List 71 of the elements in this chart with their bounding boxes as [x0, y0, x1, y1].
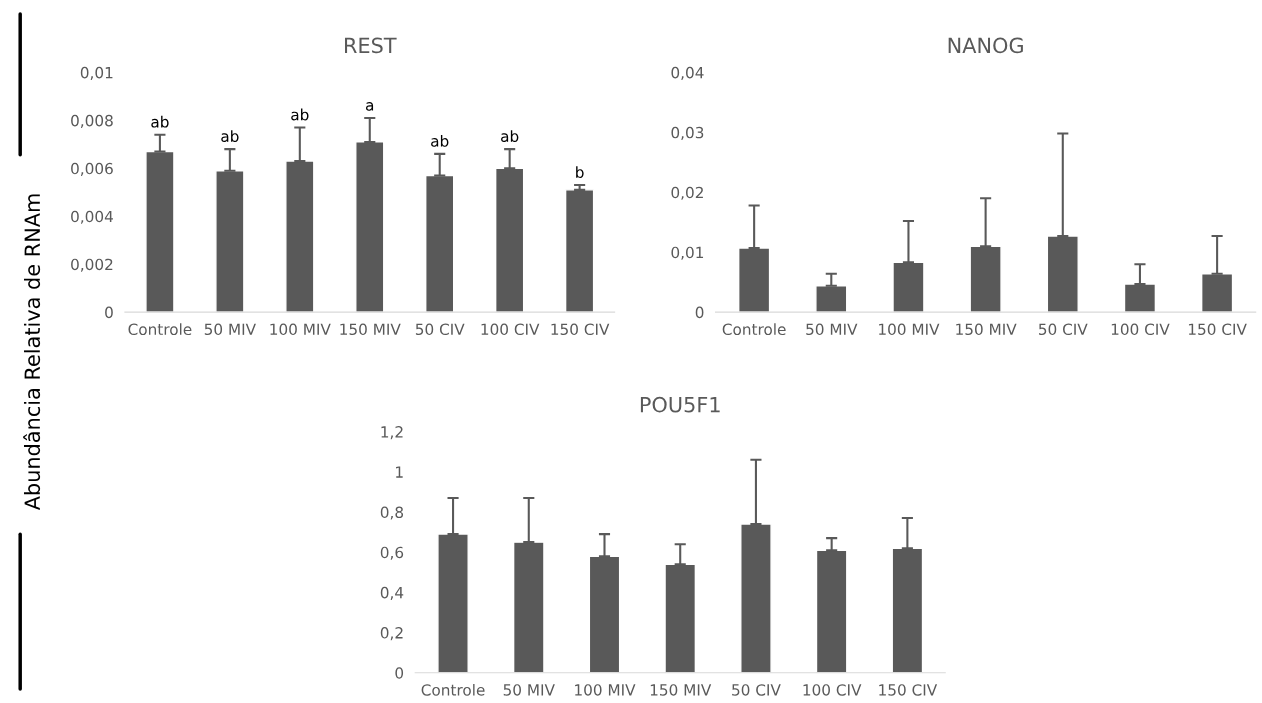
x-tick-label: 100 MIV — [270, 323, 331, 336]
x-tick-label: 150 CIV — [879, 684, 938, 696]
x-tick-label: 150 MIV — [956, 323, 1017, 336]
bar — [215, 170, 245, 313]
bar — [1046, 235, 1079, 313]
y-tick-label: 0,2 — [380, 627, 403, 641]
bar — [512, 541, 545, 673]
chart-title: POU5F1 — [640, 396, 720, 413]
annotation: ab — [151, 115, 169, 128]
annotation: ab — [431, 134, 449, 147]
x-tick-label: 50 MIV — [806, 323, 858, 336]
bar — [815, 549, 848, 673]
y-tick-label: 0 — [695, 306, 704, 319]
bar — [738, 247, 771, 313]
y-tick-label: 0,006 — [71, 162, 113, 176]
bar — [437, 533, 469, 673]
annotation: ab — [501, 130, 519, 142]
bar — [1123, 283, 1157, 313]
x-tick-label: Controle — [722, 323, 786, 336]
y-tick-label: 0,8 — [380, 506, 404, 520]
y-tick-label: 0,04 — [671, 66, 704, 80]
x-tick-label: 50 CIV — [415, 323, 465, 336]
bar — [564, 189, 595, 313]
bar — [425, 174, 455, 313]
bar — [664, 563, 697, 673]
x-tick-label: 100 CIV — [481, 323, 540, 336]
annotation: a — [366, 102, 374, 111]
x-tick-label: Controle — [421, 683, 485, 696]
y-tick-label: 1,2 — [381, 426, 403, 440]
bar — [285, 160, 315, 313]
y-tick-label: 0,4 — [380, 586, 404, 600]
bar — [740, 523, 772, 673]
bar — [891, 547, 924, 673]
annotation: ab — [221, 130, 239, 142]
bar — [355, 141, 385, 313]
y-tick-label: 0,004 — [71, 210, 113, 224]
x-tick-label: 50 CIV — [1039, 323, 1088, 336]
bar — [815, 285, 848, 313]
x-tick-label: 50 CIV — [732, 684, 781, 696]
x-tick-label: 50 MIV — [204, 323, 256, 336]
x-tick-label: 150 CIV — [1188, 323, 1247, 336]
y-tick-label: 0,01 — [671, 246, 704, 260]
y-tick-label: 0,01 — [80, 66, 113, 80]
x-tick-label: 150 CIV — [551, 323, 610, 336]
bar — [1200, 273, 1234, 313]
y-tick-label: 1 — [396, 466, 403, 478]
bar — [145, 150, 175, 313]
x-tick-label: 150 MIV — [650, 684, 712, 696]
annotation: ab — [291, 108, 309, 121]
bar — [494, 167, 525, 313]
annotation: b — [576, 166, 584, 178]
y-tick-label: 0 — [395, 667, 404, 679]
x-tick-label: 150 MIV — [340, 323, 401, 336]
y-tick-label: 0,002 — [71, 258, 113, 272]
x-tick-label: 50 MIV — [503, 684, 555, 696]
y-tick-label: 0,008 — [71, 114, 113, 128]
x-tick-label: 100 MIV — [879, 323, 940, 336]
x-tick-label: 100 MIV — [575, 684, 636, 696]
x-tick-label: Controle — [128, 323, 192, 336]
y-axis-title: Abundância Relativa de RNAm — [23, 194, 41, 511]
y-tick-label: 0,6 — [380, 546, 404, 560]
y-tick-label: 0,02 — [671, 186, 703, 200]
bar — [969, 245, 1002, 313]
x-tick-label: 100 CIV — [803, 684, 862, 696]
chart-title: REST — [345, 37, 397, 54]
x-tick-label: 100 CIV — [1111, 323, 1170, 336]
y-tick-label: 0 — [105, 306, 113, 319]
y-tick-label: 0,03 — [671, 126, 704, 140]
bar — [892, 261, 925, 313]
chart-title: NANOG — [948, 37, 1023, 54]
bar — [588, 555, 621, 673]
